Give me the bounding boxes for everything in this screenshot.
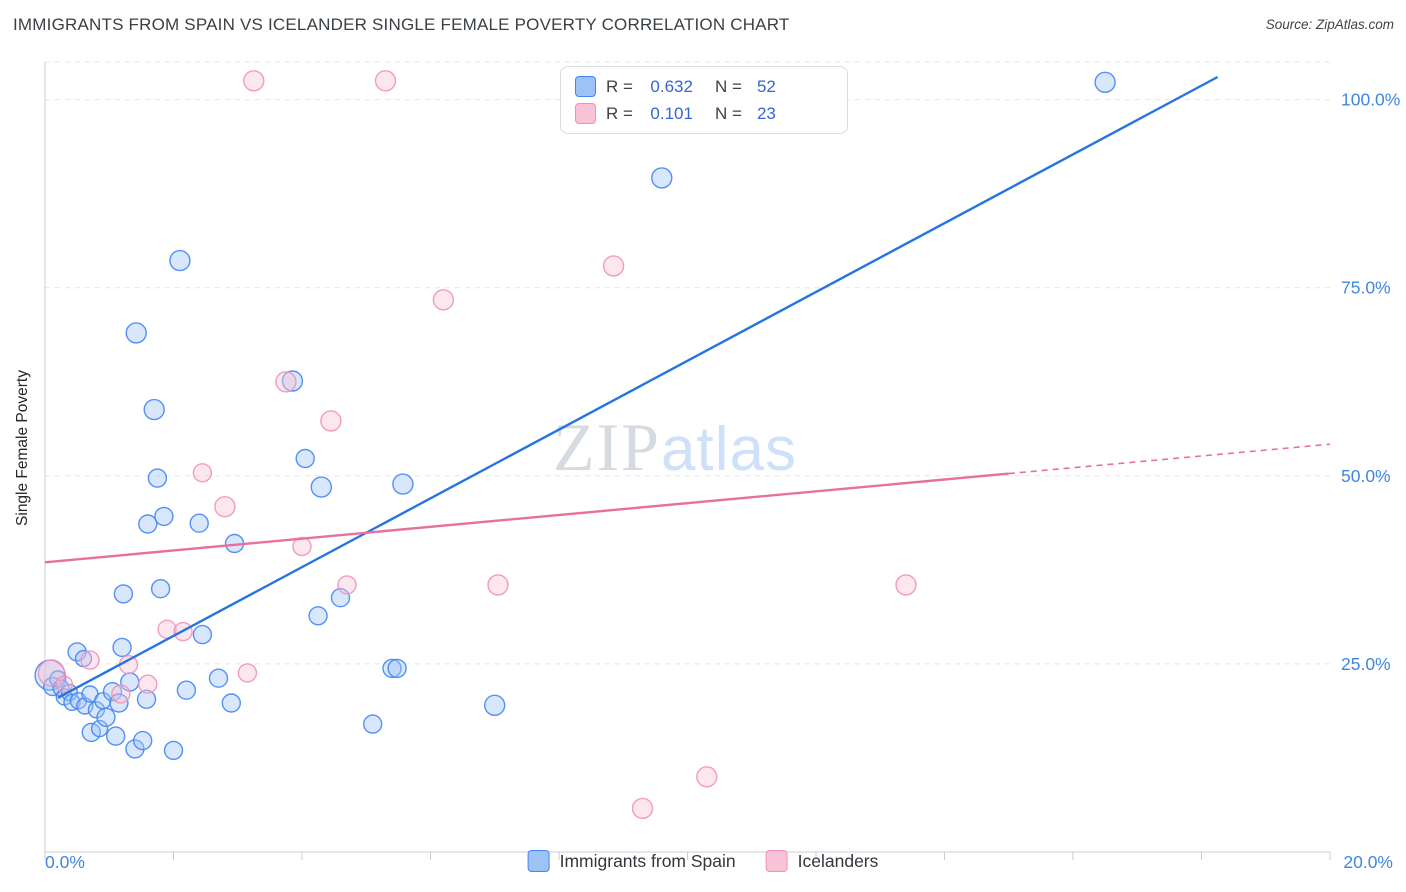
scatter-point-spain[interactable] [392, 473, 414, 495]
legend-row-spain: R = 0.632 N = 52 [575, 76, 833, 97]
icelanders-n-label: N = [714, 103, 742, 123]
scatter-point-spain[interactable] [363, 714, 383, 734]
y-tick-label: 75.0% [1341, 278, 1391, 298]
scatter-point-icelanders[interactable] [80, 650, 100, 670]
watermark-atlas-text: atlas [661, 415, 797, 484]
scatter-point-icelanders[interactable] [138, 674, 158, 694]
spain-r-label: R = [606, 76, 633, 96]
scatter-point-icelanders[interactable] [487, 574, 509, 596]
x-axis-max-label: 20.0% [1343, 852, 1393, 872]
source-label: Source: ZipAtlas.com [1265, 17, 1394, 32]
scatter-point-icelanders[interactable] [243, 70, 265, 92]
scatter-point-spain[interactable] [192, 624, 213, 645]
trend-line-spain [57, 75, 1219, 699]
icelanders-series-swatch [765, 850, 788, 872]
scatter-point-spain[interactable] [281, 370, 304, 392]
scatter-point-spain[interactable] [310, 476, 332, 498]
x-axis-min-label: 0.0% [45, 852, 85, 872]
scatter-point-icelanders[interactable] [55, 675, 74, 693]
scatter-point-icelanders[interactable] [275, 371, 297, 393]
scatter-point-icelanders[interactable] [111, 684, 131, 704]
scatter-point-icelanders[interactable] [337, 575, 357, 595]
icelanders-series-label: Icelanders [797, 850, 879, 871]
scatter-point-spain[interactable] [221, 693, 242, 713]
scatter-point-spain[interactable] [484, 694, 506, 716]
scatter-point-spain[interactable] [136, 689, 157, 709]
y-tick-label: 50.0% [1341, 466, 1391, 486]
scatter-point-spain[interactable] [154, 506, 174, 527]
scatter-point-icelanders[interactable] [631, 797, 654, 820]
icelanders-n-value: 23 [756, 103, 776, 123]
scatter-point-icelanders[interactable] [320, 410, 342, 432]
spain-legend-swatch [575, 76, 596, 97]
scatter-point-spain[interactable] [96, 707, 116, 727]
icelanders-legend-swatch [575, 103, 596, 124]
scatter-point-spain[interactable] [208, 668, 229, 688]
trend-line-icelanders [44, 472, 1009, 564]
scatter-point-icelanders[interactable] [696, 766, 718, 788]
legend-row-icelanders: R = 0.101 N = 23 [575, 103, 833, 124]
scatter-point-icelanders[interactable] [374, 70, 397, 92]
scatter-point-spain[interactable] [90, 719, 109, 738]
spain-n-value: 52 [756, 76, 776, 96]
spain-r-value: 0.632 [650, 76, 693, 96]
scatter-point-spain[interactable] [308, 606, 328, 626]
scatter-point-spain[interactable] [81, 722, 102, 743]
scatter-point-spain[interactable] [147, 468, 168, 488]
y-axis-title: Single Female Poverty [14, 370, 31, 526]
scatter-point-spain[interactable] [132, 730, 153, 751]
scatter-point-icelanders[interactable] [237, 663, 258, 683]
scatter-point-spain[interactable] [295, 448, 315, 469]
scatter-point-spain[interactable] [143, 398, 165, 421]
scatter-point-spain[interactable] [651, 167, 673, 189]
scatter-point-spain[interactable] [105, 726, 126, 746]
correlation-legend-box: R = 0.632 N = 52 R = 0.101 N = 23 [560, 66, 848, 134]
scatter-point-spain[interactable] [1094, 71, 1116, 94]
scatter-point-icelanders[interactable] [214, 496, 236, 518]
scatter-point-spain[interactable] [163, 740, 184, 761]
series-legend: Immigrants from Spain Icelanders [527, 850, 879, 872]
y-tick-label: 100.0% [1341, 90, 1400, 110]
scatter-point-spain[interactable] [382, 658, 402, 679]
icelanders-r-value: 0.101 [650, 103, 693, 123]
scatter-point-spain[interactable] [189, 513, 209, 533]
trend-line-icelanders-extrapolated [1008, 443, 1331, 475]
scatter-point-icelanders[interactable] [192, 463, 213, 483]
scatter-point-spain[interactable] [125, 322, 147, 344]
scatter-point-spain[interactable] [169, 249, 191, 272]
scatter-point-spain[interactable] [112, 637, 132, 658]
zipatlas-watermark: ZIP atlas [553, 408, 797, 487]
scatter-point-spain[interactable] [63, 693, 81, 711]
spain-n-label: N = [714, 76, 742, 96]
scatter-point-icelanders[interactable] [602, 255, 625, 277]
watermark-zip-text: ZIP [553, 409, 661, 485]
icelanders-r-label: R = [606, 103, 633, 123]
page-title: IMMIGRANTS FROM SPAIN VS ICELANDER SINGL… [13, 15, 790, 34]
scatter-point-spain[interactable] [113, 584, 134, 604]
scatter-point-spain[interactable] [138, 514, 158, 534]
scatter-point-spain[interactable] [150, 579, 171, 599]
y-tick-label: 25.0% [1341, 654, 1391, 674]
scatter-point-spain[interactable] [176, 680, 197, 700]
scatter-point-icelanders[interactable] [895, 574, 917, 596]
scatter-point-icelanders[interactable] [432, 289, 455, 311]
spain-series-swatch [527, 850, 550, 872]
spain-series-label: Immigrants from Spain [559, 850, 736, 871]
scatter-point-spain[interactable] [387, 658, 407, 679]
